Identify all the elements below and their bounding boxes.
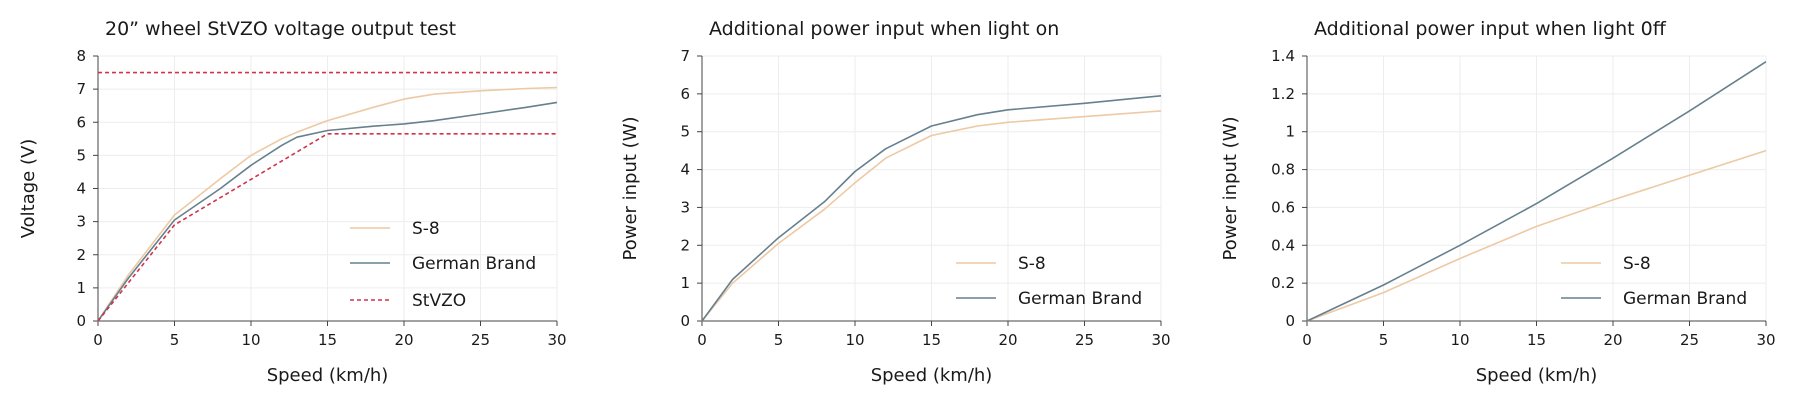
- x-axis-label: Speed (km/h): [871, 365, 993, 386]
- gridlines: [1307, 55, 1767, 321]
- y-tick-label: 6: [76, 113, 86, 131]
- x-tick-label: 15: [1527, 331, 1546, 349]
- y-tick-label: 2: [680, 236, 690, 254]
- y-tick-label: 7: [76, 80, 86, 98]
- x-tick-label: 10: [241, 331, 260, 349]
- y-tick-label: 0: [1285, 312, 1295, 330]
- gridlines: [702, 55, 1162, 321]
- y-tick-label: 0.6: [1271, 198, 1295, 216]
- x-tick-label: 30: [1756, 331, 1775, 349]
- x-tick-label: 0: [93, 331, 103, 349]
- series-line-german-brand: [97, 101, 558, 322]
- chart-panel-2: 0 5 10 15 20 25 30 0 1 2 3 4 5 6 7 Additional power inp…: [600, 0, 1180, 402]
- x-tick-label: 25: [1680, 331, 1699, 349]
- y-tick-label: 6: [680, 85, 690, 103]
- legend-label-s-8: S-8: [1018, 254, 1046, 274]
- y-tick-label: 1: [680, 274, 690, 292]
- y-tick-label: 2: [76, 246, 86, 264]
- y-tick-label: 8: [76, 47, 86, 65]
- legend-label-german-brand: German Brand: [1623, 289, 1747, 309]
- y-axis-label: Voltage (V): [18, 139, 39, 239]
- legend: S-8 German Brand: [1561, 254, 1747, 309]
- series-line-s-8: [701, 110, 1162, 322]
- series-line-stvzo: [97, 133, 557, 322]
- series-line-german-brand: [1306, 61, 1767, 322]
- x-tick-label: 10: [1450, 331, 1469, 349]
- chart-2-svg: 0 5 10 15 20 25 30 0 1 2 3 4 5 6 7 Additional power inp…: [620, 18, 1171, 386]
- chart-1-svg: 0 5 10 15 20 25 30 0 1 2 3 4 5 6 7 8 20” wheel StVZO vol…: [18, 18, 567, 386]
- y-tick-label: 1.2: [1271, 85, 1295, 103]
- legend-label-stvzo: StVZO: [412, 291, 466, 311]
- x-tick-label: 20: [998, 331, 1017, 349]
- x-axis-label: Speed (km/h): [1476, 365, 1598, 386]
- x-tick-label: 15: [922, 331, 941, 349]
- x-tick-label: 5: [774, 331, 784, 349]
- y-tick-label: 3: [680, 198, 690, 216]
- y-tick-label: 1: [1285, 123, 1295, 141]
- y-tick-label: 0: [76, 312, 86, 330]
- chart-title: Additional power input when light 0ff: [1314, 18, 1667, 40]
- chart-title: Additional power input when light on: [709, 18, 1059, 40]
- x-tick-label: 20: [394, 331, 413, 349]
- y-axis-label: Power input (W): [620, 116, 641, 260]
- legend-label-s-8: S-8: [412, 219, 440, 239]
- chart-panel-3: 0 5 10 15 20 25 30 0 0.2 0.4 0.6 0.8 1 1.2 1.4 Addition…: [1200, 0, 1800, 402]
- x-tick-label: 30: [1151, 331, 1170, 349]
- y-tick-label: 0.2: [1271, 274, 1295, 292]
- legend: S-8 German Brand: [956, 254, 1142, 309]
- x-tick-label: 10: [845, 331, 864, 349]
- legend-label-german-brand: German Brand: [412, 254, 536, 274]
- chart-title: 20” wheel StVZO voltage output test: [105, 18, 456, 40]
- y-tick-label: 1: [76, 279, 86, 297]
- gridlines: [98, 55, 558, 321]
- legend-label-german-brand: German Brand: [1018, 289, 1142, 309]
- y-tick-label: 1.4: [1271, 47, 1295, 65]
- x-tick-label: 20: [1603, 331, 1622, 349]
- y-tick-label: 4: [680, 161, 690, 179]
- y-tick-label: 0.8: [1271, 161, 1295, 179]
- chart-panel-1: 0 5 10 15 20 25 30 0 1 2 3 4 5 6 7 8 20” wheel StVZO vol…: [0, 0, 580, 402]
- y-tick-label: 7: [680, 47, 690, 65]
- y-axis-label: Power input (W): [1220, 116, 1241, 260]
- y-tick-label: 5: [76, 146, 86, 164]
- x-tick-label: 25: [1075, 331, 1094, 349]
- x-tick-label: 5: [170, 331, 180, 349]
- x-tick-label: 25: [471, 331, 490, 349]
- series-line-german-brand: [701, 95, 1162, 322]
- y-tick-label: 4: [76, 180, 86, 198]
- y-tick-label: 3: [76, 213, 86, 231]
- series-line-s-8: [97, 86, 558, 322]
- series-line-s-8: [1306, 149, 1767, 322]
- x-tick-label: 30: [547, 331, 566, 349]
- legend-label-s-8: S-8: [1623, 254, 1651, 274]
- y-tick-label: 0: [680, 312, 690, 330]
- y-tick-label: 5: [680, 123, 690, 141]
- x-tick-label: 0: [1302, 331, 1312, 349]
- x-axis-label: Speed (km/h): [267, 365, 389, 386]
- x-tick-label: 15: [318, 331, 337, 349]
- y-tick-label: 0.4: [1271, 236, 1295, 254]
- x-tick-label: 0: [697, 331, 707, 349]
- x-tick-label: 5: [1379, 331, 1389, 349]
- legend: S-8 German Brand StVZO: [350, 219, 536, 311]
- chart-3-svg: 0 5 10 15 20 25 30 0 0.2 0.4 0.6 0.8 1 1.2 1.4 Addition…: [1220, 18, 1776, 386]
